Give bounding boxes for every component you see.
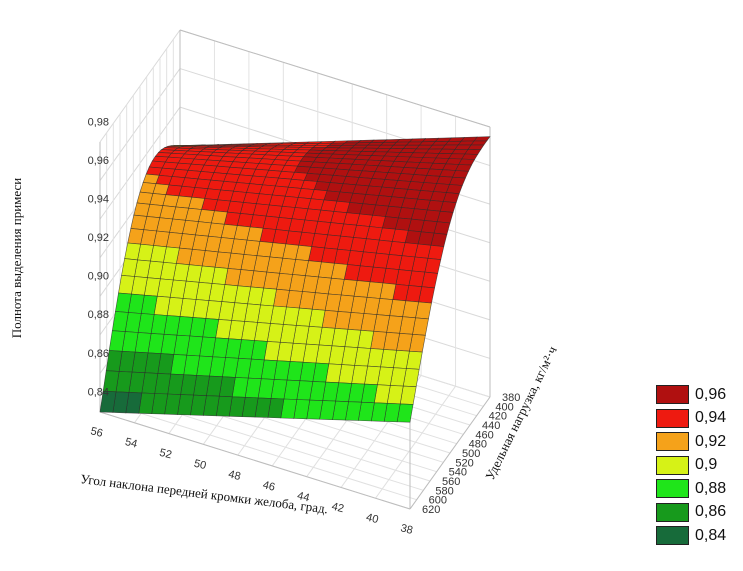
z-tick-label: 0,94: [88, 194, 109, 206]
legend-item: 0,84: [656, 524, 726, 548]
x-axis-ticks: 56 54 52 50 48 46 44 42 40 38: [89, 425, 414, 537]
y-tick-label: 580: [435, 485, 453, 497]
y-tick-label: 380: [502, 392, 520, 404]
z-tick-label: 0,88: [88, 309, 109, 321]
legend-item: 0,88: [656, 477, 726, 501]
surface-cell: [111, 311, 129, 332]
surface-cell: [124, 242, 141, 261]
legend-item: 0,9: [656, 454, 726, 478]
legend-swatch: [656, 479, 689, 499]
x-axis-title: Угол наклона передней кромки желоба, гра…: [80, 471, 329, 516]
surface-cell: [133, 202, 151, 217]
y-tick-label: 480: [469, 439, 487, 451]
surface-cell: [99, 390, 117, 413]
frame-edge: [99, 411, 411, 510]
legend-item: 0,92: [656, 430, 726, 454]
legend-label: 0,86: [695, 503, 727, 521]
z-tick-label: 0,90: [88, 271, 109, 283]
z-tick-label: 0,86: [88, 348, 109, 360]
surface-cell: [118, 274, 135, 295]
legend-swatch: [656, 526, 689, 546]
x-tick-label: 54: [124, 436, 139, 451]
grid-line: [106, 402, 417, 501]
legend: 0,96 0,94 0,92 0,9 0,88 0,86 0,84: [656, 383, 726, 548]
legend-item: 0,96: [656, 383, 726, 407]
x-tick-label: 44: [296, 490, 311, 505]
y-tick-label: 600: [429, 495, 447, 507]
legend-swatch: [656, 385, 689, 405]
z-tick-label: 0,84: [88, 386, 109, 398]
y-tick-label: 400: [495, 401, 513, 413]
surface-cell: [115, 292, 132, 313]
x-tick-label: 50: [193, 458, 208, 473]
z-tick-label: 0,98: [88, 116, 109, 128]
legend-swatch: [656, 455, 689, 475]
x-tick-label: 46: [261, 479, 276, 494]
legend-label: 0,84: [695, 526, 727, 544]
legend-item: 0,86: [656, 501, 726, 525]
x-tick-label: 40: [365, 511, 380, 526]
y-tick-label: 460: [475, 429, 493, 441]
legend-label: 0,92: [695, 432, 727, 450]
frame-edge: [179, 29, 491, 128]
frame-edge: [409, 396, 491, 510]
z-tick-label: 0,92: [88, 232, 109, 244]
y-tick-label: 500: [462, 448, 480, 460]
response-surface: [99, 136, 491, 423]
z-axis-title: Полнота выделения примеси: [9, 178, 24, 339]
legend-label: 0,96: [695, 385, 727, 403]
surface-cell: [121, 258, 138, 277]
legend-label: 0,9: [695, 456, 718, 474]
surface-cell: [108, 330, 126, 352]
legend-swatch: [656, 432, 689, 452]
surface-cell: [127, 228, 145, 245]
x-tick-label: 56: [89, 425, 104, 440]
x-tick-label: 38: [399, 522, 414, 537]
surface-cell: [142, 173, 160, 185]
y-tick-label: 620: [422, 504, 440, 516]
y-tick-label: 560: [442, 476, 460, 488]
legend-label: 0,88: [695, 479, 727, 497]
legend-swatch: [656, 502, 689, 522]
x-tick-label: 52: [158, 447, 173, 462]
legend-item: 0,94: [656, 407, 726, 431]
legend-label: 0,94: [695, 409, 727, 427]
surface-cell: [139, 182, 157, 194]
surface-cell: [130, 214, 148, 231]
z-tick-label: 0,96: [88, 155, 109, 167]
y-tick-label: 540: [449, 467, 467, 479]
y-tick-label: 420: [489, 411, 507, 423]
surface-cell: [136, 191, 154, 205]
y-tick-label: 520: [455, 457, 473, 469]
z-axis-ticks: 0,84 0,86 0,88 0,90 0,92 0,94 0,96 0,98: [88, 116, 109, 398]
y-tick-label: 440: [482, 420, 500, 432]
x-tick-label: 42: [330, 501, 345, 516]
x-tick-label: 48: [227, 468, 242, 483]
legend-swatch: [656, 408, 689, 428]
